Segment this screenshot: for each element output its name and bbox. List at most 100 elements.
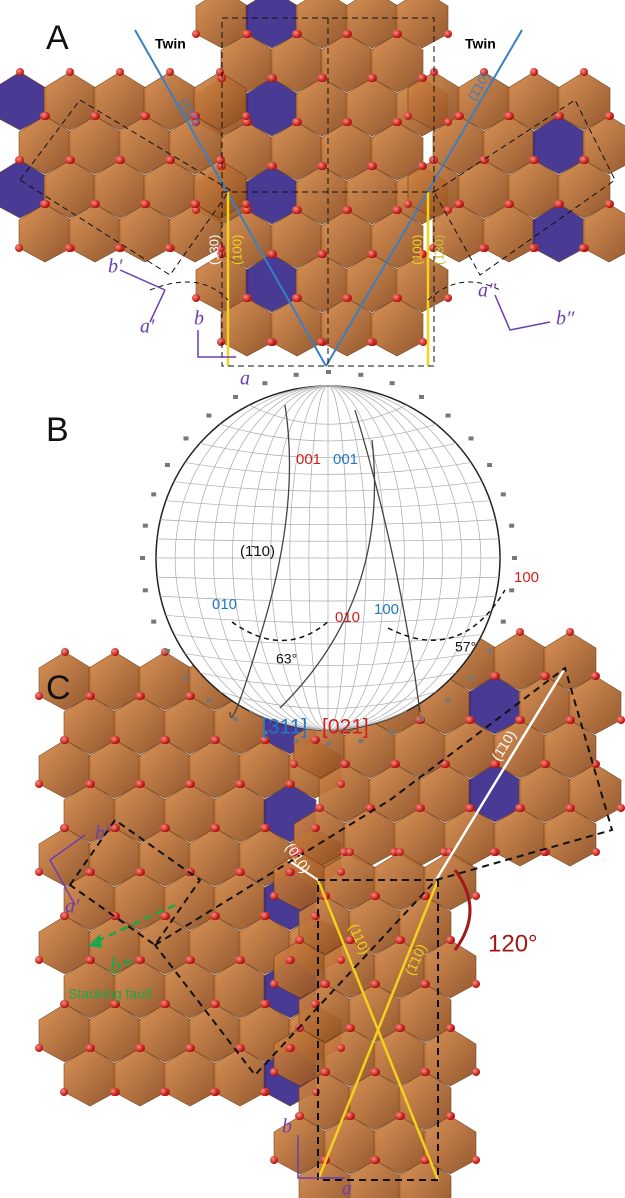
atom (444, 118, 452, 126)
atom (35, 692, 43, 700)
panel-label: B (46, 411, 69, 449)
atom (270, 1068, 278, 1076)
atom (191, 200, 199, 208)
net-line (390, 381, 395, 385)
atom (318, 74, 326, 82)
atom (243, 294, 251, 302)
atom (293, 118, 301, 126)
atom (86, 1044, 94, 1052)
atom (192, 30, 200, 38)
atom (293, 30, 301, 38)
atom (141, 112, 149, 120)
atom (91, 200, 99, 208)
net-line (419, 395, 424, 399)
atom (318, 250, 326, 258)
atom (472, 1068, 480, 1076)
atom (516, 716, 524, 724)
atom (371, 1156, 379, 1164)
atom (86, 868, 94, 876)
atom (421, 1068, 429, 1076)
net-line (262, 381, 267, 385)
atom (343, 206, 351, 214)
atom (337, 956, 345, 964)
net-line (206, 414, 211, 418)
atom (418, 162, 426, 170)
atom (293, 294, 301, 302)
axis-label: a (240, 368, 250, 390)
net-line (446, 698, 451, 702)
atom (346, 848, 354, 856)
atom (318, 162, 326, 170)
atom (311, 824, 319, 832)
atom (337, 868, 345, 876)
atom (368, 162, 376, 170)
net-line (143, 588, 148, 592)
net-line (326, 370, 331, 374)
atom (396, 1112, 404, 1120)
atom (516, 804, 524, 812)
angle-label: 63° (276, 651, 297, 667)
atom (286, 1044, 294, 1052)
axis-label: b′ (108, 256, 123, 278)
atom (136, 692, 144, 700)
twin-label: Twin (155, 36, 186, 52)
atom (396, 936, 404, 944)
pole-label: 010 (335, 609, 360, 626)
pole-label: 100 (514, 569, 539, 586)
atom (419, 338, 427, 346)
atom (371, 1068, 379, 1076)
atom (393, 30, 401, 38)
atom (617, 804, 625, 812)
atom (116, 156, 124, 164)
figure: A Twin Twin (110) (1̄10) (130) (100) (10… (0, 0, 625, 1198)
net-line (294, 739, 299, 743)
atom (321, 1068, 329, 1076)
atom (371, 980, 379, 988)
atom (242, 200, 250, 208)
atom (393, 294, 401, 302)
axis-label: b (194, 308, 204, 330)
atom (579, 244, 587, 252)
atom (270, 1156, 278, 1164)
atom (286, 956, 294, 964)
net-line (501, 620, 506, 624)
atom (41, 112, 49, 120)
atom (343, 294, 351, 302)
net-line (233, 717, 238, 721)
net-line (326, 742, 331, 746)
atom (346, 1024, 354, 1032)
atom (337, 780, 345, 788)
atom (61, 648, 69, 656)
pole-label: 100 (374, 601, 399, 618)
net-line (294, 373, 299, 377)
atom (166, 156, 174, 164)
plane-label: (100) (409, 235, 424, 265)
net-line (509, 588, 514, 592)
net-line (419, 717, 424, 721)
atom (472, 980, 480, 988)
atom (186, 1044, 194, 1052)
atom (165, 244, 173, 252)
atom (566, 804, 574, 812)
net-line (165, 463, 170, 467)
atom (541, 672, 549, 680)
atom (505, 112, 513, 120)
atom (529, 244, 537, 252)
atom (343, 118, 351, 126)
atom (136, 1044, 144, 1052)
atom (211, 824, 219, 832)
atom (211, 736, 219, 744)
atom (455, 112, 463, 120)
atom (472, 1156, 480, 1164)
atom (393, 118, 401, 126)
atom (555, 200, 563, 208)
net-line (151, 620, 156, 624)
atom (368, 74, 376, 82)
atom (111, 736, 119, 744)
atom (136, 780, 144, 788)
angle-label: 120° (488, 930, 538, 957)
atom (66, 156, 74, 164)
atom (217, 338, 225, 346)
atom (446, 936, 454, 944)
atom (66, 68, 74, 76)
